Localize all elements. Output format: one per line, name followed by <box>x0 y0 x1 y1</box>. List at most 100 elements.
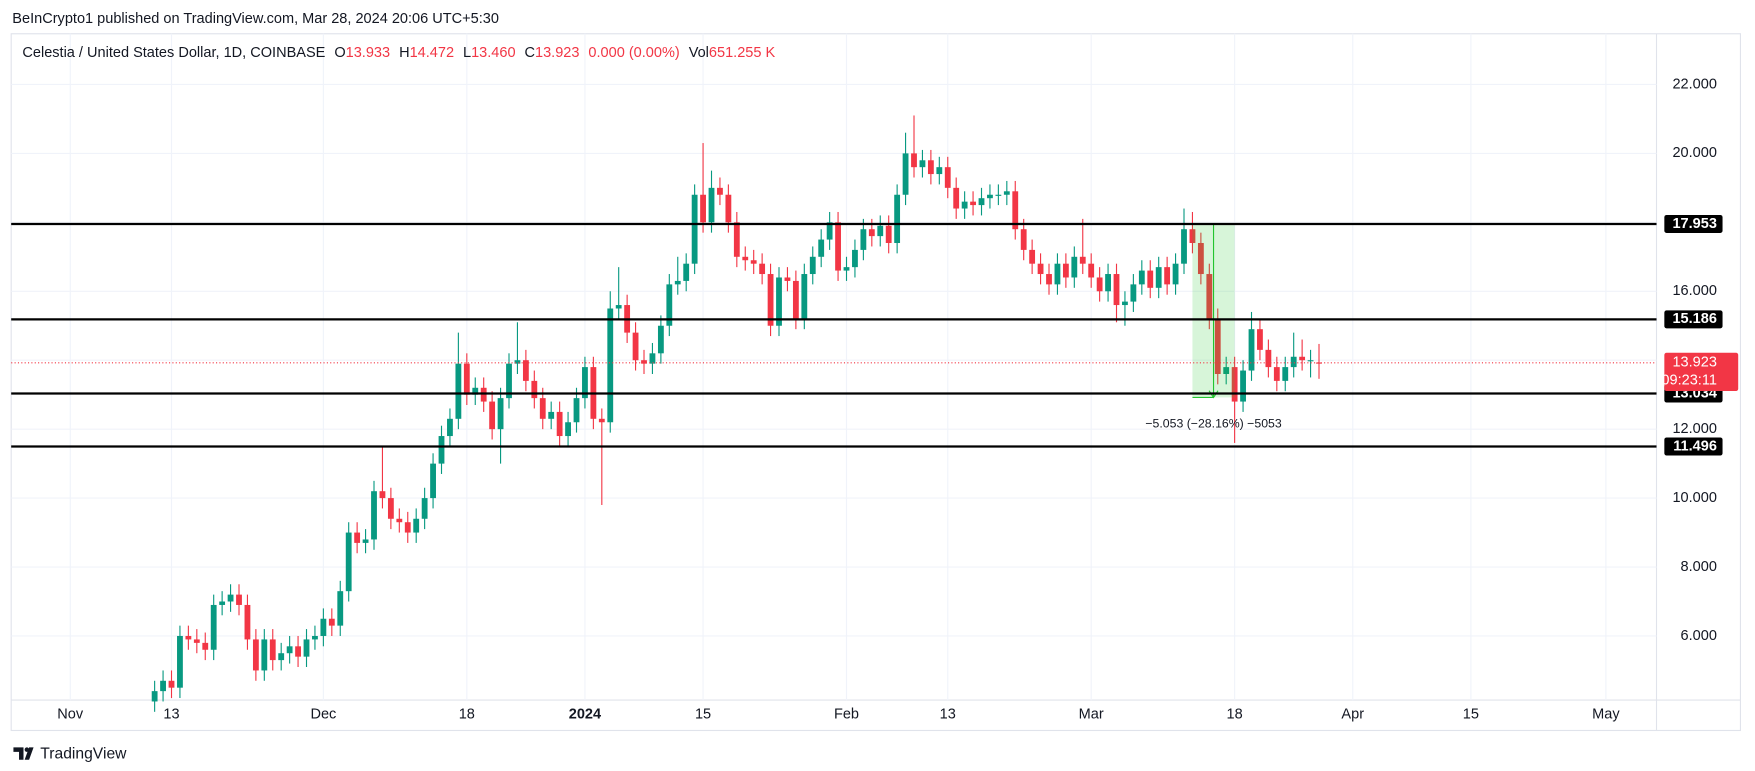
candle-body <box>733 222 740 257</box>
candle-body <box>177 635 183 688</box>
candle-body <box>641 360 647 364</box>
candle-body <box>784 277 791 281</box>
candle-body <box>565 422 571 437</box>
candle-body <box>615 305 622 309</box>
y-tick-label: 20.000 <box>1672 145 1716 161</box>
candle-body <box>379 491 386 499</box>
legend-label: Vol <box>689 45 709 61</box>
legend-value: 14.472 <box>410 45 454 61</box>
candle-body <box>759 263 766 275</box>
candle-body <box>700 194 706 223</box>
candle-body <box>1282 367 1289 381</box>
candle-body <box>404 522 411 533</box>
candle-body <box>1231 367 1238 402</box>
y-tick-label: 6.000 <box>1681 628 1717 644</box>
candle-body <box>666 284 673 326</box>
x-tick-label: Apr <box>1341 707 1364 723</box>
candle-body <box>961 201 968 209</box>
x-tick-label: Feb <box>834 707 859 723</box>
candle-body <box>598 418 605 423</box>
level-label-bg <box>1664 310 1723 329</box>
candle-body <box>1164 267 1171 285</box>
candle-body <box>607 308 614 423</box>
footer-text: TradingView <box>40 745 127 762</box>
candle-body <box>1046 274 1052 285</box>
candle-body <box>750 260 757 264</box>
candle-body <box>354 532 361 543</box>
candle-body <box>1079 256 1086 264</box>
candle-body <box>202 642 209 650</box>
candle-body <box>337 591 344 626</box>
candle-body <box>1029 249 1036 264</box>
candle-body <box>1214 318 1221 374</box>
level-label-bg <box>1664 437 1723 456</box>
candle-body <box>919 160 926 168</box>
x-tick-label: 13 <box>940 707 956 723</box>
candle-body <box>1290 356 1297 368</box>
candle-body <box>480 387 487 402</box>
candle-body <box>514 360 521 364</box>
footer-logo: TradingView <box>13 745 127 762</box>
candle-body <box>210 604 217 650</box>
candle-body <box>911 153 917 168</box>
candle-body <box>843 267 850 271</box>
candle-body <box>244 604 251 640</box>
candle-body <box>371 491 377 540</box>
candle-body <box>657 325 664 354</box>
candle-body <box>1257 329 1263 350</box>
candle-body <box>1189 229 1196 244</box>
candle-body <box>1003 191 1010 195</box>
candle-body <box>396 518 403 523</box>
y-tick-label: 8.000 <box>1681 559 1717 575</box>
candle-body <box>1071 256 1078 278</box>
candle-body <box>717 187 723 195</box>
level-label-bg <box>1664 214 1723 233</box>
candle-body <box>649 353 656 364</box>
candle-body <box>463 363 470 395</box>
candle-body <box>877 225 884 237</box>
candle-body <box>1062 263 1069 278</box>
candle-body <box>455 363 462 419</box>
legend-value: 13.460 <box>471 45 515 61</box>
candle-body <box>792 280 799 319</box>
candle-body <box>269 639 276 661</box>
logo-dot <box>24 747 30 752</box>
x-tick-label: 13 <box>163 707 179 723</box>
candle-body <box>1181 229 1187 264</box>
candle-body <box>489 401 496 430</box>
candle-body <box>1096 277 1103 292</box>
candle-body <box>1037 263 1044 275</box>
candle-body <box>742 256 749 261</box>
legend-label: O <box>334 45 345 61</box>
candle-body <box>1155 267 1162 288</box>
candle-body <box>295 646 301 657</box>
candle-body <box>826 222 833 240</box>
legend-title: Celestia / United States Dollar, 1D, COI… <box>22 45 325 61</box>
countdown-label: 09:23:11 <box>1661 373 1717 389</box>
candle-body <box>539 398 546 419</box>
last-price-label: 13.923 <box>1672 355 1716 371</box>
candle-body <box>1147 270 1154 288</box>
candle-body <box>818 239 825 257</box>
y-tick-label: 10.000 <box>1672 490 1716 506</box>
candle-body <box>978 198 985 206</box>
y-tick-label: 22.000 <box>1672 76 1716 92</box>
candle-body <box>1172 263 1179 285</box>
candle-body <box>708 187 715 223</box>
legend-label: L <box>463 45 471 61</box>
x-tick-label: 2024 <box>569 707 602 723</box>
candle-body <box>1122 301 1128 306</box>
candle-body <box>312 635 318 640</box>
last-price-bg <box>1664 352 1739 391</box>
candle-body <box>767 274 774 326</box>
level-label: 17.953 <box>1672 216 1716 232</box>
candle-body <box>522 360 529 381</box>
legend-value: 651.255 K <box>709 45 776 61</box>
candle-body <box>860 229 867 250</box>
candle-body <box>776 277 782 326</box>
candle-body <box>160 680 166 692</box>
candle-body <box>328 618 335 626</box>
candle-body <box>531 380 538 399</box>
x-tick-label: Mar <box>1079 707 1104 723</box>
candle-body <box>801 274 808 319</box>
